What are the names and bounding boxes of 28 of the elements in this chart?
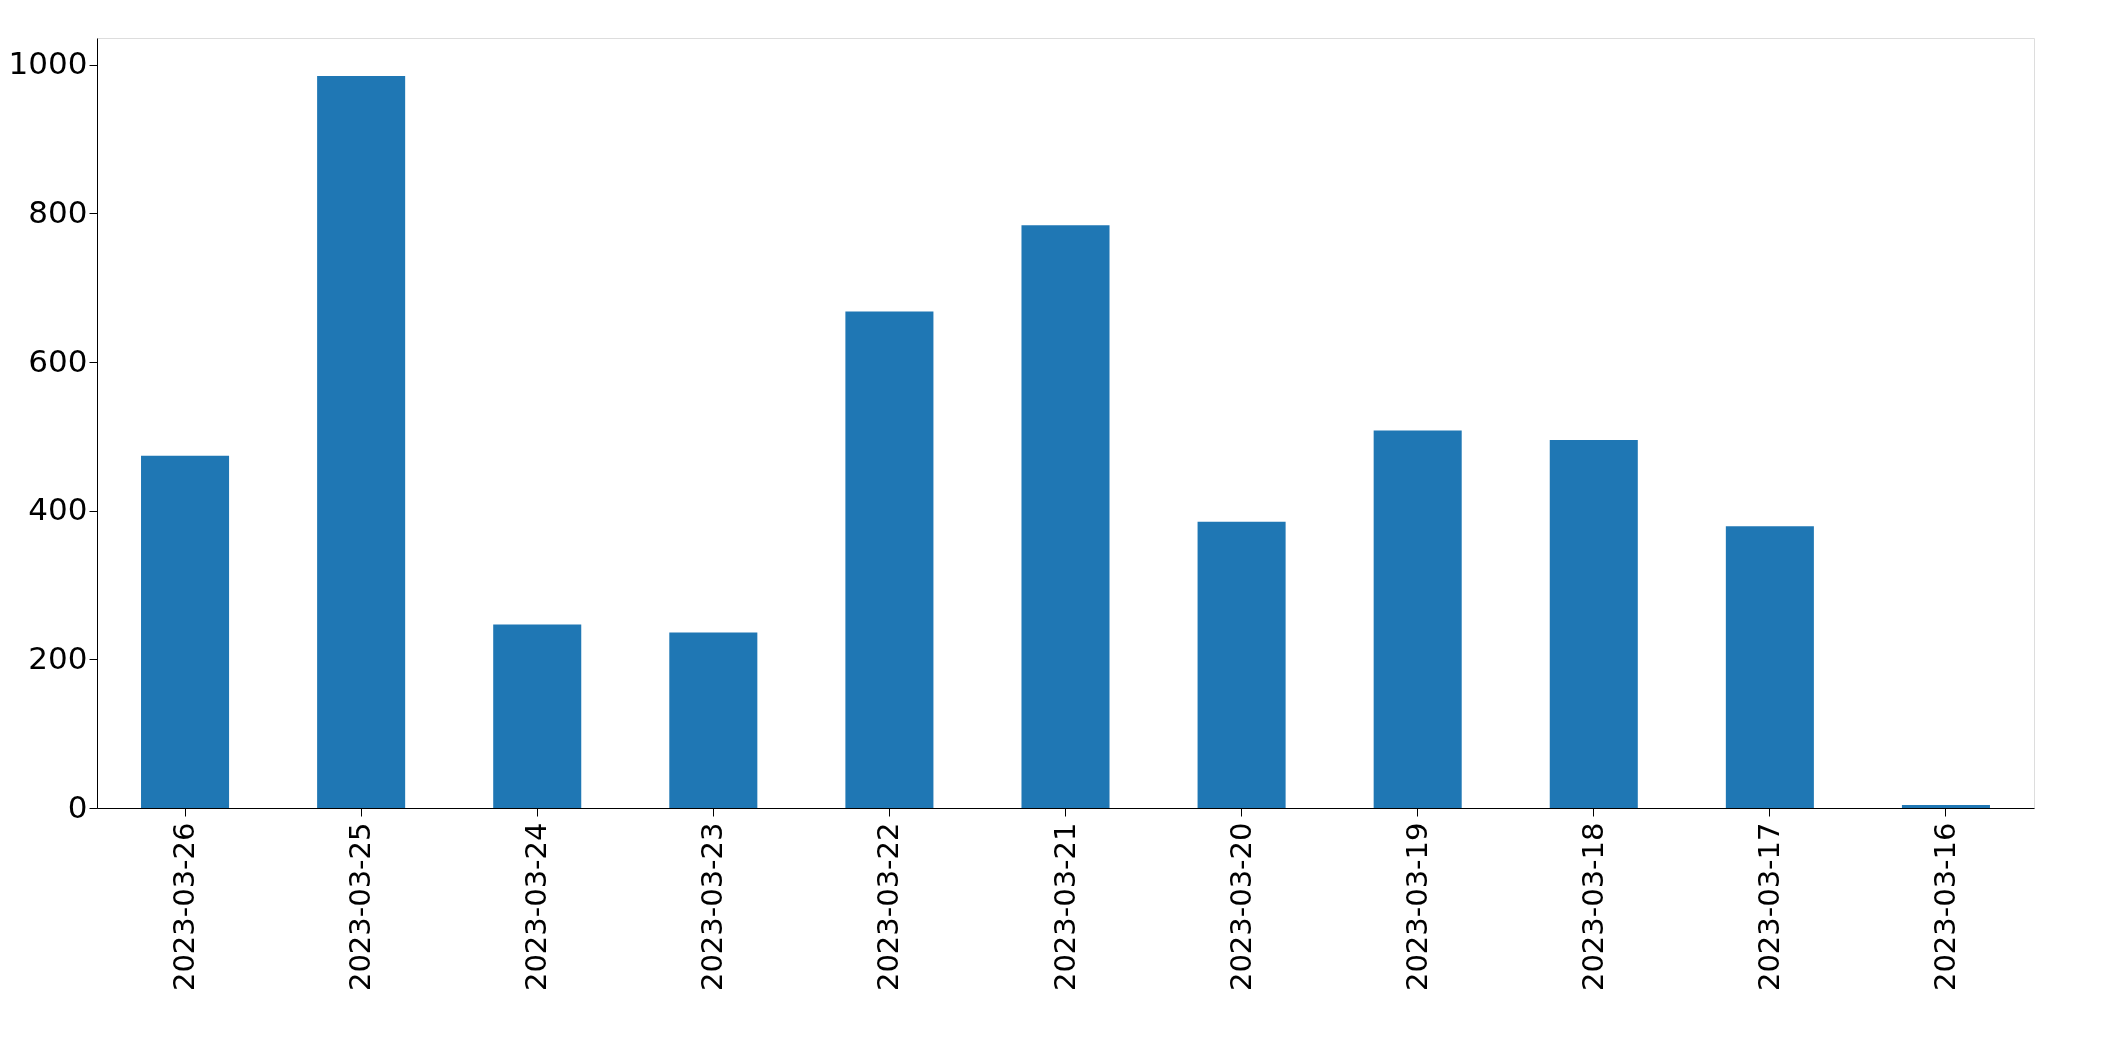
x-tick-label: 2023-03-16 <box>1927 822 1962 992</box>
bar <box>669 632 758 808</box>
x-tick-label: 2023-03-19 <box>1399 822 1434 992</box>
bar <box>317 75 406 808</box>
y-tick-label: 0 <box>67 788 88 825</box>
x-tick-label: 2023-03-25 <box>343 822 378 992</box>
y-tick-label: 600 <box>28 342 88 379</box>
x-tick-label: 2023-03-18 <box>1575 822 1610 992</box>
x-tick-label: 2023-03-22 <box>871 822 906 992</box>
bar <box>493 624 582 808</box>
y-tick-label: 200 <box>28 639 88 676</box>
y-tick-label: 1000 <box>8 45 88 82</box>
x-tick-label: 2023-03-23 <box>695 822 730 992</box>
x-tick-label: 2023-03-26 <box>167 822 202 992</box>
bar <box>1725 526 1814 808</box>
bar <box>1197 521 1286 808</box>
x-tick-label: 2023-03-24 <box>519 822 554 992</box>
bar <box>1901 805 1990 808</box>
bar <box>845 311 934 808</box>
x-tick-label: 2023-03-20 <box>1223 822 1258 992</box>
x-tick-label: 2023-03-17 <box>1751 822 1786 992</box>
y-tick-label: 400 <box>28 491 88 528</box>
bar <box>1021 225 1110 808</box>
x-tick-label: 2023-03-21 <box>1047 822 1082 992</box>
y-tick-label: 800 <box>28 193 88 230</box>
bar <box>1373 430 1462 808</box>
bar <box>1549 440 1638 808</box>
bar <box>141 455 230 808</box>
